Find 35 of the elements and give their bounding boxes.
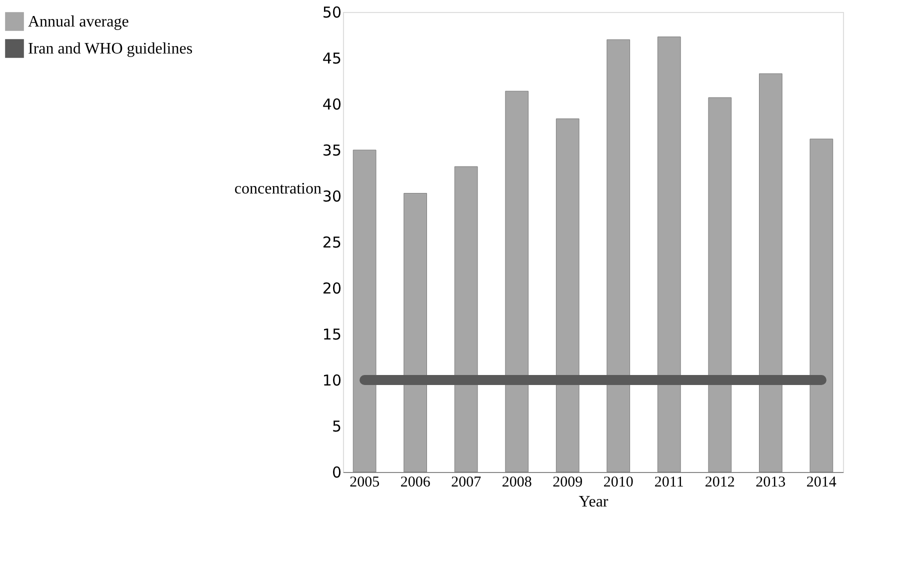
y-tick-label: 45 bbox=[322, 50, 342, 68]
bar bbox=[810, 138, 834, 472]
y-tick-label: 15 bbox=[322, 326, 342, 344]
x-tick-label: 2013 bbox=[756, 474, 786, 490]
y-tick-label: 0 bbox=[332, 464, 342, 482]
bar bbox=[758, 73, 782, 472]
y-tick-label: 40 bbox=[322, 96, 342, 114]
bar bbox=[556, 118, 580, 472]
y-tick-label: 30 bbox=[322, 188, 342, 206]
y-tick-label: 10 bbox=[322, 372, 342, 390]
y-tick-label: 5 bbox=[332, 418, 342, 436]
x-tick-label: 2012 bbox=[704, 474, 735, 490]
x-axis-title: Year bbox=[578, 494, 609, 510]
bar bbox=[606, 39, 630, 472]
y-tick-label: 20 bbox=[322, 280, 342, 298]
x-tick-label: 2010 bbox=[603, 474, 634, 490]
x-tick-label: 2011 bbox=[654, 474, 684, 490]
y-tick-label: 35 bbox=[322, 142, 342, 160]
bar bbox=[352, 150, 376, 472]
x-tick-label: 2009 bbox=[552, 474, 583, 490]
x-tick-label: 2014 bbox=[806, 474, 837, 490]
x-tick-label: 2007 bbox=[451, 474, 482, 490]
legend-label: Iran and WHO guidelines bbox=[28, 40, 193, 58]
bar bbox=[454, 166, 478, 472]
x-tick-label: 2006 bbox=[400, 474, 431, 490]
bar bbox=[505, 90, 529, 472]
bar bbox=[404, 192, 428, 472]
y-tick-label: 50 bbox=[322, 4, 342, 22]
y-axis-title: concentration bbox=[234, 180, 322, 198]
y-tick-label: 25 bbox=[322, 234, 342, 252]
legend-label: Annual average bbox=[28, 14, 129, 30]
x-tick-label: 2008 bbox=[502, 474, 532, 490]
bar bbox=[708, 97, 732, 472]
x-tick-label: 2005 bbox=[350, 474, 380, 490]
bar bbox=[657, 36, 681, 472]
